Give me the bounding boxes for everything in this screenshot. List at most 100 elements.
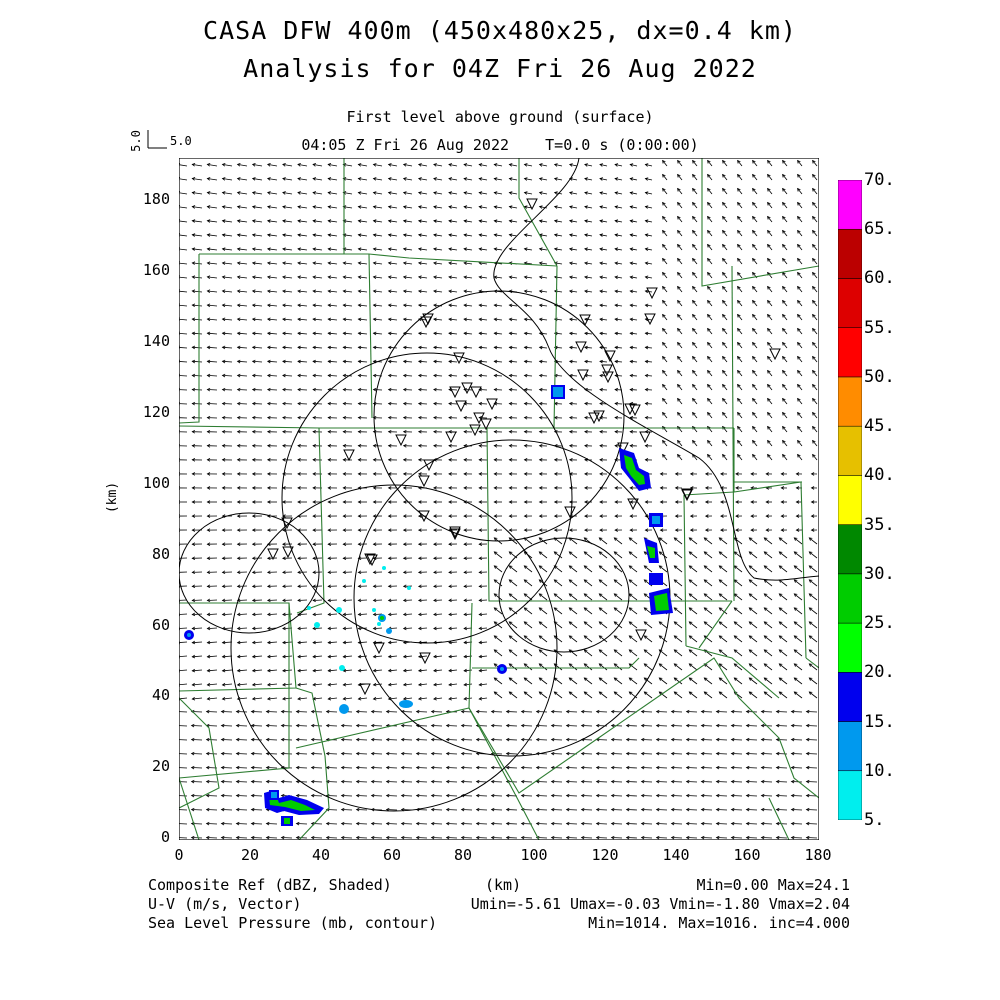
radar-site-icon: [418, 475, 430, 488]
y-axis-label: (km): [105, 481, 121, 514]
colorbar-segment: [838, 425, 862, 476]
plot-title: CASA DFW 400m (450x480x25, dx=0.4 km): [203, 16, 797, 45]
ref-vector-label: 5.0: [170, 134, 192, 148]
radar-site-icon: [526, 198, 538, 211]
radar-site-icon: [453, 352, 465, 365]
radar-site-icon: [575, 341, 587, 354]
plot-subtitle: Analysis for 04Z Fri 26 Aug 2022: [243, 54, 757, 83]
x-tick: 80: [453, 846, 473, 864]
radar-site-icon: [423, 459, 435, 472]
colorbar-segment: [838, 475, 862, 525]
colorbar-label: 35.: [864, 514, 895, 535]
y-tick: 0: [160, 828, 170, 846]
x-tick: 100: [520, 846, 548, 864]
colorbar-label: 30.: [864, 563, 895, 584]
radar-site-icon: [577, 369, 589, 382]
x-tick: 180: [804, 846, 832, 864]
radar-site-icon: [588, 412, 600, 425]
y-tick: 60: [151, 616, 170, 634]
radar-site-icon: [681, 489, 693, 502]
x-tick: 60: [382, 846, 402, 864]
colorbar-segment: [838, 278, 862, 328]
colorbar-segment: [838, 672, 862, 722]
pressure-contours: [179, 158, 819, 812]
colorbar-label: 50.: [864, 366, 895, 387]
radar-site-icon: [593, 410, 605, 423]
y-tick: 20: [151, 757, 170, 775]
field3-label: Sea Level Pressure (mb, contour): [148, 914, 437, 932]
radar-site-icon: [449, 528, 461, 541]
radar-site-icon: [461, 382, 473, 395]
x-tick: 20: [240, 846, 260, 864]
colorbar-label: 15.: [864, 711, 895, 732]
radar-site-icon: [470, 386, 482, 399]
colorbar-segment: [838, 770, 862, 820]
field2-label: U-V (m/s, Vector): [148, 895, 302, 913]
colorbar-segment: [838, 622, 862, 673]
ref-vector-label-vertical: 5.0: [128, 130, 143, 152]
radar-site-icon: [480, 418, 492, 431]
y-tick: 180: [142, 190, 170, 208]
colorbar-label: 65.: [864, 219, 895, 240]
radar-site-icon: [769, 348, 781, 361]
radar-site-icon: [469, 424, 481, 437]
wind-vector-field: [179, 159, 818, 840]
colorbar: [838, 180, 862, 820]
radar-site-icon: [267, 548, 279, 561]
reference-vector: [147, 130, 167, 149]
radar-site-icon: [364, 553, 376, 566]
colorbar-label: 40.: [864, 465, 895, 486]
radar-site-icon: [486, 398, 498, 411]
field1-stats: Min=0.00 Max=24.1: [696, 876, 850, 894]
valid-time-label: 04:05 Z Fri 26 Aug 2022 T=0.0 s (0:00:00…: [301, 136, 699, 154]
radar-site-icon: [629, 404, 641, 417]
radar-site-icon: [419, 652, 431, 665]
radar-site-icon: [601, 364, 613, 377]
map-plot: [179, 158, 819, 840]
y-tick: 40: [151, 686, 170, 704]
radar-site-icon: [639, 431, 651, 444]
y-tick: 80: [151, 545, 170, 563]
y-tick: 100: [142, 474, 170, 492]
x-tick: 0: [174, 846, 184, 864]
radar-site-icon: [366, 554, 378, 567]
colorbar-segment: [838, 573, 862, 624]
colorbar-segment: [838, 376, 862, 427]
y-tick: 140: [142, 332, 170, 350]
field2-stats: Umin=-5.61 Umax=-0.03 Vmin=-1.80 Vmax=2.…: [470, 895, 850, 913]
colorbar-label: 5.: [864, 810, 885, 830]
x-tick: 120: [591, 846, 619, 864]
radar-site-icon: [473, 412, 485, 425]
radar-site-icon: [418, 510, 430, 523]
radar-site-icon: [644, 313, 656, 326]
y-tick: 120: [142, 403, 170, 421]
colorbar-segment: [838, 721, 862, 772]
radar-site-icon: [449, 526, 461, 539]
colorbar-segment: [838, 180, 862, 230]
radar-site-icon: [564, 506, 576, 519]
reflectivity-echoes: [184, 385, 673, 826]
radar-site-icon: [445, 431, 457, 444]
y-tick: 160: [142, 261, 170, 279]
field1-label: Composite Ref (dBZ, Shaded): [148, 876, 392, 894]
radar-site-icon: [604, 350, 616, 363]
radar-site-icon: [282, 546, 294, 559]
radar-site-icon: [373, 642, 385, 655]
radar-site-icon: [449, 386, 461, 399]
radar-site-icon: [420, 316, 432, 329]
level-label: First level above ground (surface): [346, 108, 654, 126]
radar-site-icon: [343, 449, 355, 462]
x-axis-label: (km): [485, 876, 522, 894]
radar-site-icon: [579, 314, 591, 327]
radar-site-icon: [359, 683, 371, 696]
colorbar-label: 55.: [864, 317, 895, 338]
colorbar-label: 20.: [864, 662, 895, 683]
colorbar-segment: [838, 524, 862, 575]
radar-site-icon: [627, 498, 639, 511]
x-tick: 160: [733, 846, 761, 864]
colorbar-label: 70.: [864, 170, 895, 190]
x-tick: 140: [662, 846, 690, 864]
radar-site-icon: [646, 287, 658, 300]
radar-site-markers: [267, 198, 781, 696]
colorbar-label: 25.: [864, 613, 895, 634]
